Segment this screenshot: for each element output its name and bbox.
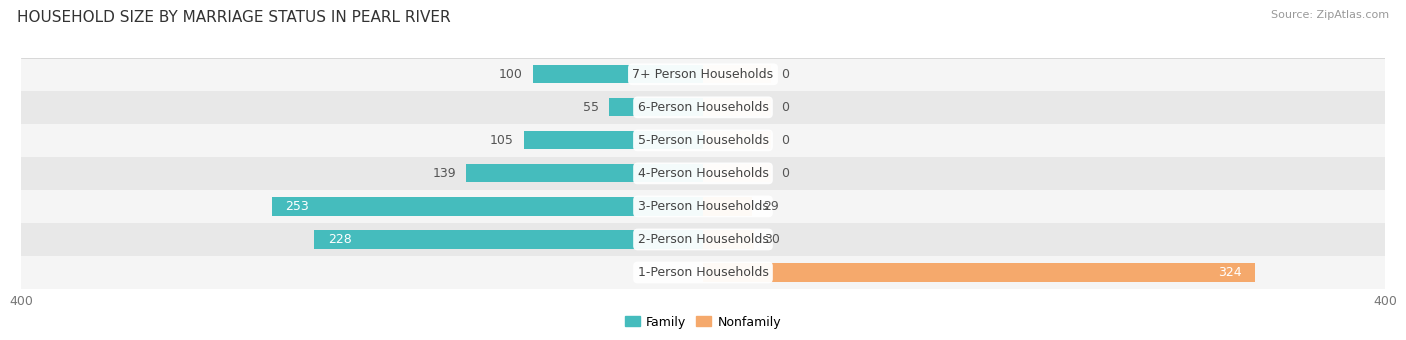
Bar (21, 190, 1385, 223)
Bar (21, 256, 1385, 289)
Text: 7+ Person Households: 7+ Person Households (633, 68, 773, 81)
Text: 0: 0 (782, 101, 789, 114)
Legend: Family, Nonfamily: Family, Nonfamily (620, 311, 786, 334)
Text: 1-Person Households: 1-Person Households (637, 266, 769, 279)
Text: 2-Person Households: 2-Person Households (637, 233, 769, 246)
Bar (271, 197, 703, 216)
Text: 55: 55 (583, 101, 599, 114)
Text: 3-Person Households: 3-Person Households (637, 200, 769, 213)
Text: 4-Person Households: 4-Person Households (637, 167, 769, 180)
Bar (21, 157, 1385, 190)
Text: 0: 0 (782, 68, 789, 81)
Text: 6-Person Households: 6-Person Households (637, 101, 769, 114)
Text: 0: 0 (782, 134, 789, 147)
Text: 228: 228 (328, 233, 352, 246)
Bar (703, 65, 772, 83)
Bar (21, 58, 1385, 91)
Bar (21, 91, 1385, 124)
Bar (315, 231, 703, 249)
Text: HOUSEHOLD SIZE BY MARRIAGE STATUS IN PEARL RIVER: HOUSEHOLD SIZE BY MARRIAGE STATUS IN PEA… (17, 10, 450, 25)
Text: Source: ZipAtlas.com: Source: ZipAtlas.com (1271, 10, 1389, 20)
Text: 100: 100 (498, 68, 522, 81)
Bar (703, 231, 754, 249)
Text: 29: 29 (762, 200, 779, 213)
Text: 30: 30 (765, 233, 780, 246)
Bar (703, 131, 772, 150)
Bar (465, 164, 703, 183)
Text: 5-Person Households: 5-Person Households (637, 134, 769, 147)
Bar (609, 98, 703, 116)
Bar (21, 223, 1385, 256)
Bar (703, 98, 772, 116)
Text: 105: 105 (489, 134, 513, 147)
Bar (533, 65, 703, 83)
Bar (703, 264, 1256, 282)
Text: 253: 253 (285, 200, 309, 213)
Bar (703, 164, 772, 183)
Bar (21, 124, 1385, 157)
Text: 0: 0 (782, 167, 789, 180)
Bar (703, 197, 752, 216)
Bar (524, 131, 703, 150)
Text: 139: 139 (432, 167, 456, 180)
Text: 324: 324 (1218, 266, 1241, 279)
